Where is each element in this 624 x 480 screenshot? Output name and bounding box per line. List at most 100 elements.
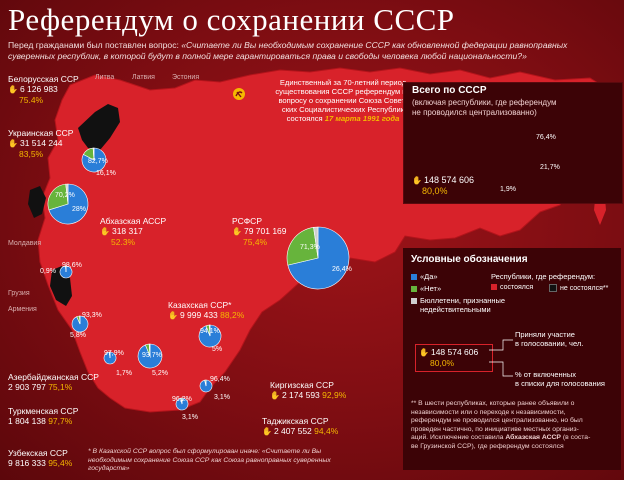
label-georgia: Грузия bbox=[8, 290, 30, 297]
rep-pct: 75,1% bbox=[48, 382, 73, 392]
pie-slice bbox=[287, 226, 350, 290]
pie-label-yes: 96,4% bbox=[210, 376, 230, 383]
rep-pct: 75,4% bbox=[243, 237, 268, 247]
intro-line: вопросу о сохранении Союза Совет- bbox=[278, 96, 408, 105]
moldova-region bbox=[28, 186, 46, 218]
pie-slice bbox=[48, 183, 89, 225]
pie-label-no: 28% bbox=[72, 206, 87, 213]
rep-pct: 52.3% bbox=[111, 237, 136, 247]
pie-label-no: 21,7% bbox=[540, 164, 560, 171]
voter-icon: ✋ bbox=[168, 311, 178, 320]
rep-name: Азербайджанская ССР bbox=[8, 372, 99, 382]
rep-name: Казахская ССР* bbox=[168, 300, 232, 310]
legend-box: Условные обозначения «Да» «Нет» Бюллетен… bbox=[403, 248, 621, 470]
legend-sample: ✋ 148 574 606 80,0% bbox=[415, 344, 493, 372]
legend-no: «Нет» bbox=[411, 284, 441, 293]
legend-held: состоялся bbox=[491, 284, 533, 291]
rep-num: 6 126 983 bbox=[19, 84, 58, 94]
legend-yes-swatch bbox=[411, 274, 417, 281]
legend-held-title: Республики, где референдум: bbox=[491, 272, 596, 281]
total-sub: (включая республики, где референдум не п… bbox=[412, 98, 557, 117]
legend-participated: Приняли участие в голосовании, чел. bbox=[515, 330, 584, 348]
rep-num: 318 317 bbox=[111, 226, 143, 236]
legend-ballots-swatch bbox=[411, 298, 417, 305]
voter-icon: ✋ bbox=[419, 348, 429, 357]
legend-header: Условные обозначения bbox=[411, 254, 528, 265]
intro-line: Единственный за 70-летний период bbox=[279, 78, 407, 87]
rep-pct: 75.4% bbox=[19, 95, 44, 105]
rep-name: Таджикская ССР bbox=[262, 416, 329, 426]
pie-label-no: 16,1% bbox=[96, 170, 116, 177]
pie-label-no: 1,7% bbox=[116, 370, 132, 377]
rep-name: Узбекская ССР bbox=[8, 448, 68, 458]
subtitle-question: «Считаете ли Вы необходимым сохранение С… bbox=[8, 40, 568, 61]
pie-slice bbox=[148, 343, 151, 357]
rep-name: РСФСР bbox=[232, 216, 262, 226]
rep-name: Абхазская АССР bbox=[100, 216, 167, 226]
total-participants: ✋ 148 574 606 bbox=[412, 175, 475, 185]
legend-ballots: Бюллетени, признанные недействительными bbox=[411, 296, 505, 314]
footnote-double-star: ** В шести республиках, которые ранее об… bbox=[411, 400, 591, 450]
label-moldova: Молдавия bbox=[8, 240, 42, 247]
pie-label-other: 1,9% bbox=[500, 186, 516, 193]
pie-slice bbox=[47, 183, 69, 211]
legend-not-held-swatch bbox=[549, 284, 557, 292]
pie-slice bbox=[209, 324, 211, 337]
subtitle-plain: Перед гражданами был поставлен вопрос: bbox=[8, 40, 182, 50]
pie-slice bbox=[286, 226, 319, 266]
pie-label-no: 3,1% bbox=[182, 414, 198, 421]
rep-kirgiz: Киргизская ССР ✋ 2 174 593 92,9% bbox=[270, 380, 346, 401]
baltic-states bbox=[78, 104, 120, 150]
voter-icon: ✋ bbox=[232, 227, 242, 236]
voter-icon: ✋ bbox=[8, 139, 18, 148]
label-latvia: Латвия bbox=[132, 74, 155, 81]
rep-num: 9 999 433 bbox=[179, 310, 218, 320]
voter-icon: ✋ bbox=[270, 391, 280, 400]
pie-label-yes: 76,4% bbox=[536, 134, 556, 141]
pie-slice bbox=[92, 147, 95, 161]
rep-name: Украинская ССР bbox=[8, 128, 74, 138]
total-box: Всего по СССР (включая республики, где р… bbox=[403, 82, 623, 204]
hammer-sickle-icon bbox=[233, 88, 245, 100]
voter-icon: ✋ bbox=[262, 427, 272, 436]
rep-name: Белорусская ССР bbox=[8, 74, 79, 84]
intro-text: Единственный за 70-летний период существ… bbox=[258, 78, 428, 123]
label-armenia: Армения bbox=[8, 306, 37, 313]
rep-num: 2 174 593 bbox=[281, 390, 320, 400]
rep-pct: 94,4% bbox=[314, 426, 339, 436]
pie-label-no: 0,9% bbox=[40, 268, 56, 275]
rep-pct: 92,9% bbox=[322, 390, 347, 400]
pie-label-yes: 93,3% bbox=[82, 312, 102, 319]
label-lithuania: Литва bbox=[95, 74, 115, 81]
pie-label-yes: 98,6% bbox=[62, 262, 82, 269]
legend-held-swatch bbox=[491, 284, 497, 291]
rep-pct: 83,5% bbox=[19, 149, 44, 159]
pie-label-yes: 71,3% bbox=[300, 244, 320, 251]
rep-num: 1 804 138 bbox=[8, 416, 46, 426]
legend-yes: «Да» bbox=[411, 272, 438, 281]
rep-kazakh: Казахская ССР* ✋ 9 999 433 88,2% bbox=[168, 300, 244, 321]
legend-no-swatch bbox=[411, 286, 417, 293]
pie-label-no: 5% bbox=[212, 346, 223, 353]
pie-label-no: 5,8% bbox=[70, 332, 86, 339]
rep-name: Киргизская ССР bbox=[270, 380, 334, 390]
rep-turkmen: Туркменская ССР 1 804 138 97,7% bbox=[8, 406, 78, 426]
footnote-star: * В Казахской ССР вопрос был сформулиров… bbox=[88, 448, 331, 473]
pie-label-no: 26,4% bbox=[332, 266, 352, 273]
rep-num: 31 514 244 bbox=[19, 138, 63, 148]
intro-line: существования СССР референдум по bbox=[275, 87, 411, 96]
rep-azer: Азербайджанская ССР 2 903 797 75,1% bbox=[8, 372, 99, 392]
rep-num: 9 816 333 bbox=[8, 458, 46, 468]
pie-slice bbox=[81, 147, 107, 173]
intro-line: состоялся 17 марта 1991 года bbox=[286, 114, 400, 123]
voter-icon: ✋ bbox=[412, 176, 422, 185]
rep-rsfsr: РСФСР ✋ 79 701 169 75,4% bbox=[232, 216, 287, 247]
rep-name: Туркменская ССР bbox=[8, 406, 79, 416]
pie-label-no: 3,1% bbox=[214, 394, 230, 401]
voter-icon: ✋ bbox=[8, 85, 18, 94]
page-subtitle: Перед гражданами был поставлен вопрос: «… bbox=[8, 40, 616, 62]
total-header: Всего по СССР bbox=[412, 85, 487, 96]
pie-slice bbox=[313, 226, 319, 259]
pie-label-yes: 93,7% bbox=[142, 352, 162, 359]
pie-label-yes: 94,1% bbox=[200, 328, 220, 335]
